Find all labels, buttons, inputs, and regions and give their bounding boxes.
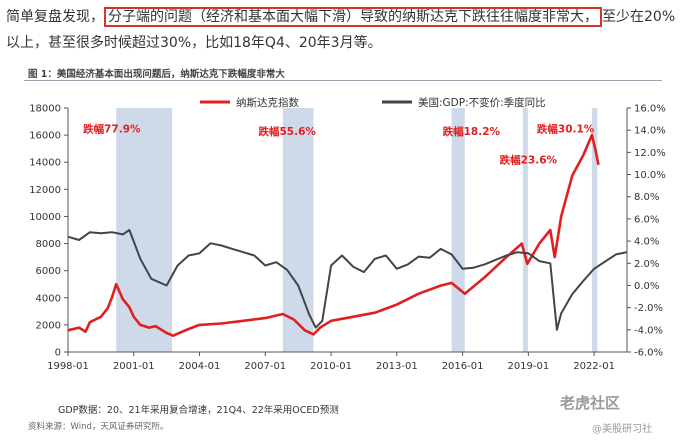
x-tick-label: 2019-01 [507,361,549,372]
left-tick-label: 6000 [36,266,61,277]
watermark-main: 老虎社区 [560,394,621,412]
left-tick-label: 0 [55,348,61,359]
shaded-band-3 [451,108,465,352]
x-tick-label: 2013-01 [376,361,418,372]
nasdaq-series-line [67,133,600,337]
intro-pre: 简单复盘发现， [6,9,104,25]
source-note: 资料来源：Wind，天风证券研究所。 [28,422,169,432]
right-tick-label: 8.0% [634,192,659,203]
drawdown-label-4: 跌幅23.6% [500,154,558,167]
x-tick-label: 2001-01 [113,361,155,372]
right-tick-label: 0.0% [634,281,659,292]
right-tick-label: 14.0% [634,126,666,137]
gdp-series-line [67,229,628,331]
left-tick-label: 8000 [36,239,61,250]
right-tick-label: -6.0% [634,348,663,359]
x-tick-label: 2016-01 [442,361,484,372]
shaded-band-1 [116,108,173,352]
left-tick-label: 4000 [36,293,61,304]
left-tick-label: 10000 [29,212,61,223]
right-tick-label: 2.0% [634,259,659,270]
left-tick-label: 18000 [29,104,61,115]
watermark-sub: @美股研习社 [592,424,652,435]
title-divider [24,80,662,81]
gdp-note: GDP数据：20、21年采用复合增速，21Q4、22年采用OCED预测 [58,405,339,416]
x-tick-label: 2022-01 [573,361,615,372]
right-tick-label: -4.0% [634,325,663,336]
right-tick-label: 6.0% [634,214,659,225]
drawdown-label-3: 跌幅18.2% [443,125,501,138]
left-tick-label: 2000 [36,320,61,331]
right-tick-label: 16.0% [634,104,666,115]
x-tick-label: 1998-01 [47,361,89,372]
right-tick-label: -2.0% [634,303,663,314]
drawdown-label-1: 跌幅77.9% [83,122,141,135]
shaded-band-5 [591,108,598,352]
nasdaq-gdp-chart: 0 2000 4000 6000 8000 10000 12000 14000 16000 180… [29,96,666,372]
right-tick-label: 4.0% [634,237,659,248]
right-tick-label: 12.0% [634,148,666,159]
left-tick-label: 16000 [29,131,61,142]
legend-label-1: 纳斯达克指数 [236,96,299,109]
left-tick-label: 12000 [29,185,61,196]
x-tick-label: 2010-01 [310,361,352,372]
intro-paragraph: 简单复盘发现， 分子端的问题（经济和基本面大幅下滑）导致的纳斯达克下跌往往幅度非常… [6,4,686,56]
shaded-band-4 [522,108,528,352]
intro-post: 至少在20%以上，甚至很多时候超过30%，比如18年Q4、20年3月等。 [6,9,676,51]
right-tick-label: 10.0% [634,170,666,181]
drawdown-label-5: 跌幅30.1% [537,122,595,135]
drawdown-label-2: 跌幅55.6% [258,125,316,138]
x-tick-label: 2007-01 [244,361,286,372]
x-tick-label: 2004-01 [179,361,221,372]
figure-title: 图 1：美国经济基本面出现问题后，纳斯达克下跌幅度非常大 [28,69,285,80]
legend-label-2: 美国:GDP:不变价:季度同比 [418,96,546,109]
intro-highlight: 分子端的问题（经济和基本面大幅下滑）导致的纳斯达克下跌往往幅度非常大， [104,7,602,27]
left-tick-label: 14000 [29,158,61,169]
